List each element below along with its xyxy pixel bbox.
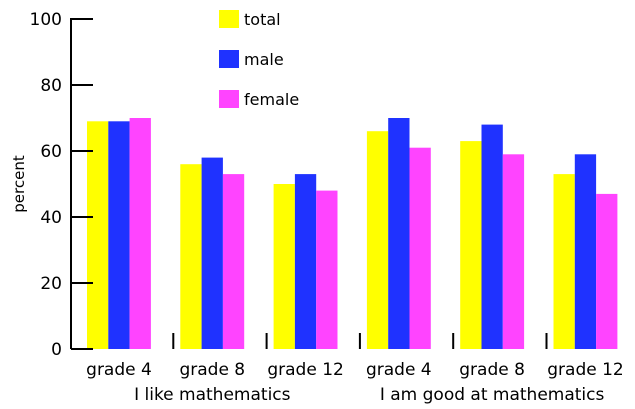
bar-total-1 bbox=[87, 121, 109, 349]
legend-swatch-female bbox=[219, 90, 239, 108]
bar-total-3 bbox=[273, 184, 295, 349]
bar-female-2 bbox=[222, 174, 245, 349]
bar-male-2 bbox=[201, 157, 223, 349]
y-axis-label: percent bbox=[10, 155, 28, 213]
x-category-label-5: grade 8 bbox=[459, 360, 525, 380]
legend-label-female: female bbox=[244, 90, 299, 109]
bar-total-6 bbox=[553, 174, 575, 349]
y-tick-label-40: 40 bbox=[40, 208, 62, 228]
x-category-label-3: grade 12 bbox=[267, 360, 343, 380]
x-category-label-1: grade 4 bbox=[86, 360, 152, 380]
bar-female-6 bbox=[596, 193, 618, 349]
legend-swatch-total bbox=[219, 10, 239, 28]
bar-female-4 bbox=[409, 147, 431, 349]
bar-female-5 bbox=[502, 154, 525, 349]
legend: total male female bbox=[219, 10, 299, 109]
y-tick-label-100: 100 bbox=[30, 10, 62, 30]
y-tick-label-0: 0 bbox=[51, 340, 62, 360]
y-tick-label-20: 20 bbox=[40, 274, 62, 294]
legend-label-total: total bbox=[244, 10, 281, 29]
bar-total-4 bbox=[366, 131, 389, 349]
bar-male-6 bbox=[574, 154, 597, 349]
y-tick-label-80: 80 bbox=[40, 76, 62, 96]
bar-male-1 bbox=[108, 121, 130, 349]
bar-total-5 bbox=[460, 141, 482, 349]
axes-layer bbox=[70, 18, 548, 350]
y-tick-label-60: 60 bbox=[40, 142, 62, 162]
legend-swatch-male bbox=[219, 50, 239, 68]
x-category-label-2: grade 8 bbox=[179, 360, 245, 380]
x-group-label-1: I like mathematics bbox=[134, 385, 291, 405]
x-category-label-6: grade 12 bbox=[547, 360, 623, 380]
bar-male-4 bbox=[388, 118, 410, 349]
x-category-label-4: grade 4 bbox=[366, 360, 432, 380]
bar-total-2 bbox=[180, 164, 202, 349]
bar-male-5 bbox=[481, 124, 503, 349]
legend-label-male: male bbox=[244, 50, 284, 69]
bar-male-3 bbox=[294, 174, 317, 349]
bar-female-3 bbox=[316, 190, 338, 349]
bars-layer bbox=[87, 118, 618, 349]
labels-layer: 0 20 40 60 80 100 percent grade 4 grade 8 grade 1… bbox=[10, 10, 624, 405]
x-group-label-2: I am good at mathematics bbox=[380, 385, 605, 405]
bar-female-1 bbox=[129, 118, 151, 349]
